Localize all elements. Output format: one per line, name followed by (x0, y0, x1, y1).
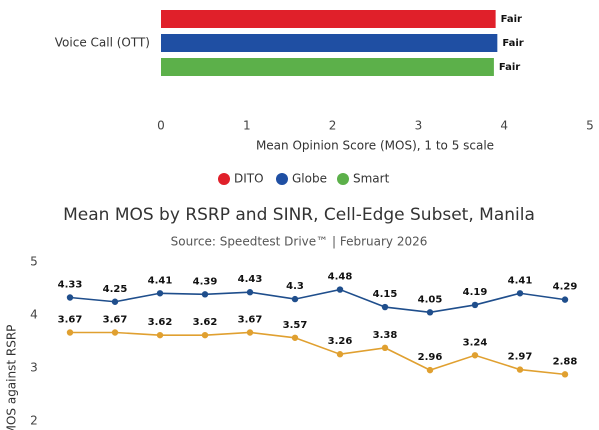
x-tick-label: 5 (586, 119, 594, 133)
chart-title: Mean MOS by RSRP and SINR, Cell-Edge Sub… (63, 205, 535, 225)
point (426, 309, 434, 316)
value-label: 4.33 (58, 280, 83, 291)
point (561, 296, 569, 303)
point (381, 303, 389, 311)
value-label: 3.67 (103, 314, 128, 325)
value-label: 2.97 (508, 352, 533, 363)
value-label: 3.57 (283, 320, 308, 331)
y-tick-label: 3 (30, 361, 38, 375)
point (471, 352, 479, 359)
value-label: 3.24 (463, 337, 488, 348)
value-label: 4.05 (418, 294, 443, 305)
x-tick-label: 4 (500, 119, 508, 133)
point (516, 366, 524, 373)
point (66, 329, 74, 336)
y-axis-label: MOS against RSRP (5, 325, 19, 430)
y-tick-label: 2 (30, 414, 38, 428)
value-label: 4.15 (373, 289, 398, 300)
value-label: 4.41 (508, 275, 533, 286)
point (291, 295, 299, 303)
point (156, 331, 164, 339)
legend-marker (337, 173, 349, 185)
point (201, 331, 209, 339)
bar (161, 10, 496, 28)
point (426, 366, 434, 374)
category-label: Voice Call (OTT) (55, 36, 150, 50)
point (336, 286, 344, 293)
line (70, 331, 566, 376)
legend-label: DITO (234, 172, 264, 186)
value-label: Fair (502, 38, 523, 49)
point (111, 329, 119, 336)
point (246, 289, 254, 296)
value-label: Fair (499, 62, 520, 73)
y-tick-label: 4 (30, 308, 38, 322)
value-label: 4.3 (286, 281, 304, 292)
value-label: 3.62 (193, 317, 218, 328)
point (111, 298, 119, 305)
line (69, 288, 566, 314)
legend-marker (276, 173, 288, 185)
point (471, 301, 479, 309)
value-label: 4.43 (238, 274, 263, 285)
value-label: 2.96 (418, 352, 443, 363)
value-label: 3.38 (373, 330, 398, 341)
value-label: 4.25 (103, 284, 128, 295)
y-tick-label: 5 (30, 255, 38, 269)
value-label: 3.67 (58, 314, 83, 325)
value-label: 4.48 (328, 272, 353, 283)
point (516, 290, 524, 297)
value-label: 4.29 (553, 282, 578, 293)
x-tick-label: 2 (329, 119, 337, 133)
value-label: 3.62 (148, 317, 173, 328)
value-label: 3.67 (238, 314, 263, 325)
x-tick-label: 1 (243, 119, 251, 133)
point (246, 329, 254, 336)
value-label: Fair (501, 14, 522, 25)
chart-subtitle: Source: Speedtest Drive™ | February 2026 (171, 235, 428, 249)
point (66, 294, 74, 301)
x-axis-label: Mean Opinion Score (MOS), 1 to 5 scale (256, 139, 494, 153)
legend-label: Globe (292, 172, 327, 186)
point (291, 334, 299, 341)
value-label: 3.26 (328, 336, 353, 347)
legend-marker (218, 173, 230, 185)
legend-label: Smart (353, 172, 390, 186)
point (156, 290, 164, 297)
bar (161, 58, 494, 76)
point (201, 291, 209, 298)
value-label: 4.19 (463, 287, 488, 298)
point (381, 344, 389, 352)
x-tick-label: 0 (157, 119, 165, 133)
point (561, 371, 569, 378)
point (336, 351, 344, 358)
value-label: 4.41 (148, 275, 173, 286)
value-label: 4.39 (193, 276, 218, 287)
value-label: 2.88 (553, 356, 578, 367)
bar (161, 34, 498, 52)
x-tick-label: 3 (415, 119, 423, 133)
